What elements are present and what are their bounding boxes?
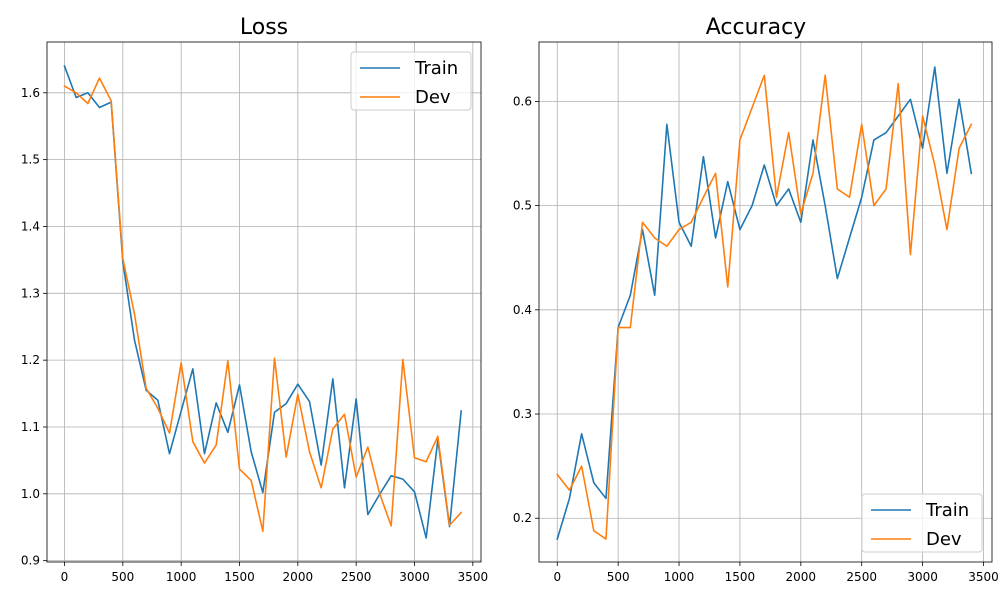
loss-y-tick-label-5: 1.4 (21, 219, 40, 233)
accuracy-chart: Accuracy 0 500 1000 1500 2000 2500 3000 3500 0.2… (513, 15, 999, 584)
accuracy-axes: 0 500 1000 1500 2000 2500 3000 3500 0.2 0.3 0.4 0.5… (513, 94, 999, 584)
accuracy-grid (539, 42, 992, 562)
accuracy-series-train-line (556, 66, 973, 541)
loss-x-tick-label-0: 0 (61, 570, 69, 584)
loss-y-tick-label-4: 1.3 (21, 286, 40, 300)
loss-x-tick-label-4: 2000 (283, 570, 314, 584)
loss-y-tick-label-0: 0.9 (21, 554, 40, 568)
loss-y-tick-label-3: 1.2 (21, 353, 40, 367)
accuracy-series-dev-line (556, 74, 973, 540)
loss-x-tick-label-2: 1000 (166, 570, 197, 584)
accuracy-y-tick-label-3: 0.5 (513, 199, 532, 213)
loss-plot-frame (46, 41, 482, 563)
loss-axes: 0 500 1000 1500 2000 2500 3000 3500 0.9 1.0 1.1 1.2… (21, 86, 488, 584)
accuracy-y-tick-label-2: 0.4 (513, 303, 532, 317)
accuracy-legend-label-dev: Dev (926, 529, 962, 550)
accuracy-x-tick-label-4: 2000 (786, 570, 817, 584)
accuracy-x-tick-label-0: 0 (553, 570, 561, 584)
loss-series-dev-line (63, 77, 463, 533)
accuracy-y-tick-label-4: 0.6 (513, 94, 532, 108)
accuracy-legend-box (861, 493, 983, 553)
accuracy-x-tick-label-7: 3500 (968, 570, 999, 584)
accuracy-legend-label-train: Train (925, 500, 969, 521)
loss-series-train-line (63, 65, 463, 539)
loss-chart-title: Loss (240, 15, 288, 40)
accuracy-x-tick-label-3: 1500 (725, 570, 756, 584)
loss-legend: Train Dev (350, 51, 472, 111)
loss-y-tick-label-2: 1.1 (21, 420, 40, 434)
accuracy-x-tick-label-6: 3000 (907, 570, 938, 584)
loss-y-tick-label-1: 1.0 (21, 487, 40, 501)
loss-x-tick-label-6: 3000 (399, 570, 430, 584)
accuracy-y-tick-label-1: 0.3 (513, 407, 532, 421)
loss-legend-label-dev: Dev (415, 87, 451, 108)
loss-x-tick-label-3: 1500 (224, 570, 255, 584)
loss-y-tick-label-7: 1.6 (21, 86, 40, 100)
accuracy-x-tick-label-1: 500 (607, 570, 630, 584)
loss-grid (47, 42, 481, 562)
loss-x-tick-label-5: 2500 (341, 570, 372, 584)
accuracy-x-tick-label-2: 1000 (664, 570, 695, 584)
accuracy-x-tick-label-5: 2500 (846, 570, 877, 584)
accuracy-series (556, 66, 973, 541)
loss-legend-box (350, 51, 472, 111)
loss-legend-label-train: Train (414, 58, 458, 79)
loss-y-tick-label-6: 1.5 (21, 153, 40, 167)
loss-chart: Loss 0 500 1000 1500 2000 2500 3000 3500 0.9 1.0 1… (21, 15, 488, 584)
accuracy-chart-title: Accuracy (706, 15, 806, 40)
loss-x-tick-label-7: 3500 (458, 570, 489, 584)
accuracy-legend: Train Dev (861, 493, 983, 553)
accuracy-y-tick-label-0: 0.2 (513, 511, 532, 525)
loss-series (63, 65, 463, 539)
accuracy-plot-frame (538, 41, 993, 563)
loss-x-tick-label-1: 500 (111, 570, 134, 584)
